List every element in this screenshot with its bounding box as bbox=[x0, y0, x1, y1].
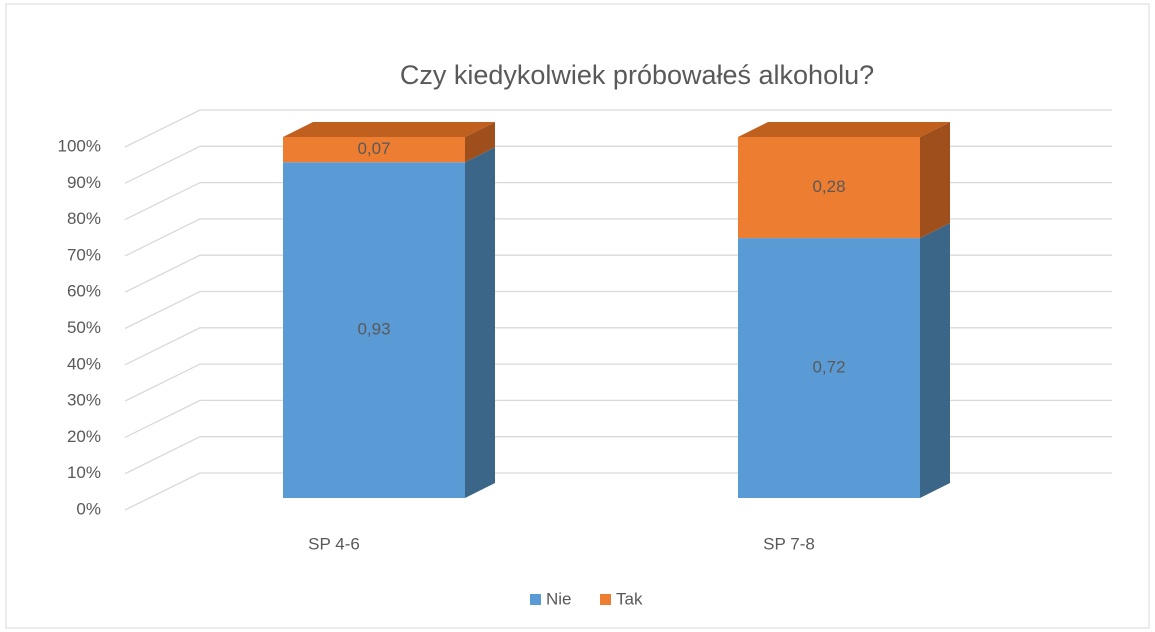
y-tick-label: 70% bbox=[67, 245, 101, 264]
y-tick-label: 60% bbox=[67, 282, 101, 301]
bar-segment bbox=[738, 137, 920, 239]
bar-side bbox=[920, 122, 950, 239]
y-tick-label: 30% bbox=[67, 391, 101, 410]
y-tick-label: 40% bbox=[67, 354, 101, 373]
bar-segment bbox=[283, 137, 465, 163]
data-label: 0,93 bbox=[357, 320, 390, 339]
bar-side bbox=[465, 147, 495, 498]
bar-top bbox=[283, 122, 495, 137]
y-tick-label: 90% bbox=[67, 173, 101, 192]
x-tick-label: SP 4-6 bbox=[308, 534, 360, 553]
bar-side bbox=[465, 122, 495, 163]
legend-swatch bbox=[600, 594, 611, 605]
legend-swatch bbox=[530, 594, 541, 605]
chart-border bbox=[5, 3, 1150, 629]
bar-top bbox=[738, 122, 950, 137]
grid-line bbox=[124, 109, 1112, 148]
bar-side bbox=[920, 223, 950, 498]
y-tick-label: 20% bbox=[67, 427, 101, 446]
y-tick-label: 80% bbox=[67, 209, 101, 228]
legend-label: Nie bbox=[546, 589, 572, 608]
y-tick-label: 0% bbox=[76, 499, 101, 518]
data-label: 0,72 bbox=[812, 358, 845, 377]
y-tick-label: 10% bbox=[67, 463, 101, 482]
bar-segment bbox=[283, 162, 465, 498]
y-tick-label: 100% bbox=[58, 136, 101, 155]
y-tick-label: 50% bbox=[67, 318, 101, 337]
bar-segment bbox=[738, 238, 920, 498]
x-tick-label: SP 7-8 bbox=[763, 534, 815, 553]
data-label: 0,28 bbox=[812, 177, 845, 196]
data-label: 0,07 bbox=[357, 139, 390, 158]
chart-title: Czy kiedykolwiek próbowałeś alkoholu? bbox=[400, 60, 874, 90]
legend-label: Tak bbox=[616, 589, 643, 608]
